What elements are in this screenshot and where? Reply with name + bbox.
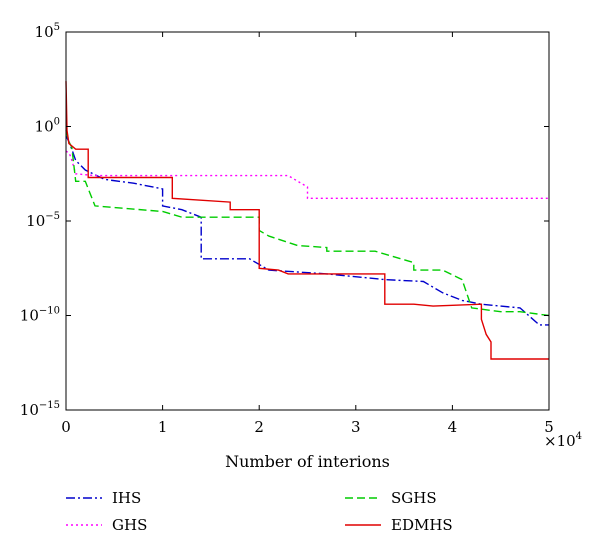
series-line-ghs [65,150,549,199]
x-axis-label: Number of interions [225,452,390,471]
x-tick-label: 2 [254,418,264,436]
x-tick-label: 4 [448,418,458,436]
axes-frame [65,31,550,411]
x-tick-label: 3 [351,418,361,436]
y-tick-label: 10−5 [26,211,60,230]
series-line-sghs [65,130,550,317]
legend-label-sghs: SGHS [391,489,437,507]
plot-area [65,81,550,360]
y-tick-label: 10−10 [20,306,60,325]
x-axis-multiplier: ×104 [544,431,582,450]
x-tick-label: 1 [158,418,168,436]
x-axis-ticks: 0 1 2 3 4 5 [61,32,554,436]
legend-label-edmhs: EDMHS [391,516,453,534]
series-line-ihs [65,135,549,326]
legend-label-ihs: IHS [112,489,141,507]
y-tick-label: 105 [35,22,60,41]
y-tick-label: 10−15 [20,400,60,419]
legend-label-ghs: GHS [112,516,147,534]
legend: IHS GHS SGHS EDMHS [66,489,453,534]
y-tick-label: 100 [35,117,60,136]
series-line-edmhs [65,81,549,360]
y-axis-ticks: 105 100 10−5 10−10 10−15 [20,22,549,419]
x-tick-label: 5 [544,418,554,436]
x-tick-label: 0 [61,418,71,436]
